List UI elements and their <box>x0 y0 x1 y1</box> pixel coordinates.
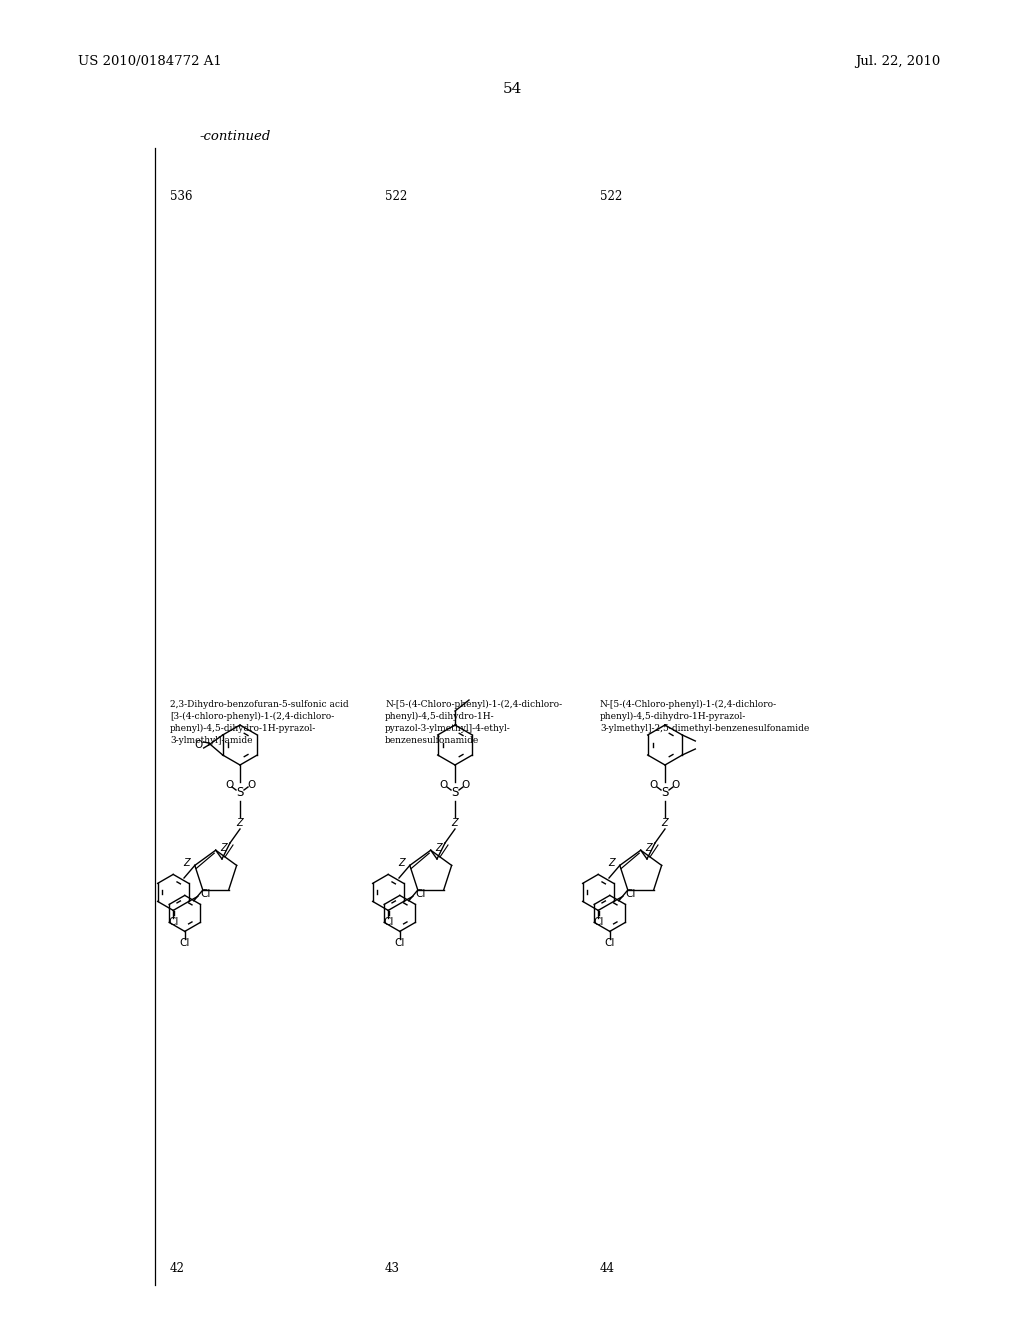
Text: 42: 42 <box>170 1262 185 1275</box>
Text: N-[5-(4-Chloro-phenyl)-1-(2,4-dichloro-: N-[5-(4-Chloro-phenyl)-1-(2,4-dichloro- <box>385 700 562 709</box>
Text: Z: Z <box>662 818 669 828</box>
Text: Z: Z <box>435 843 442 853</box>
Text: 3-ylmethyl]-2,5-dimethyl-benzenesulfonamide: 3-ylmethyl]-2,5-dimethyl-benzenesulfonam… <box>600 723 809 733</box>
Text: S: S <box>237 787 244 800</box>
Text: Cl: Cl <box>593 917 603 928</box>
Text: phenyl)-4,5-dihydro-1H-: phenyl)-4,5-dihydro-1H- <box>385 711 495 721</box>
Text: O: O <box>672 780 680 789</box>
Text: 522: 522 <box>385 190 408 203</box>
Text: Cl: Cl <box>626 890 636 899</box>
Text: Z: Z <box>237 818 244 828</box>
Text: 522: 522 <box>600 190 623 203</box>
Text: Z: Z <box>183 858 190 869</box>
Text: [3-(4-chloro-phenyl)-1-(2,4-dichloro-: [3-(4-chloro-phenyl)-1-(2,4-dichloro- <box>170 711 334 721</box>
Text: US 2010/0184772 A1: US 2010/0184772 A1 <box>78 55 222 69</box>
Text: Cl: Cl <box>394 939 404 948</box>
Text: O: O <box>195 741 203 750</box>
Text: phenyl)-4,5-dihydro-1H-pyrazol-: phenyl)-4,5-dihydro-1H-pyrazol- <box>170 723 316 733</box>
Text: 44: 44 <box>600 1262 615 1275</box>
Text: Z: Z <box>452 818 459 828</box>
Text: O: O <box>650 780 658 789</box>
Text: 43: 43 <box>385 1262 400 1275</box>
Text: 2,3-Dihydro-benzofuran-5-sulfonic acid: 2,3-Dihydro-benzofuran-5-sulfonic acid <box>170 700 348 709</box>
Text: O: O <box>225 780 233 789</box>
Text: O: O <box>247 780 255 789</box>
Text: Z: Z <box>398 858 406 869</box>
Text: Cl: Cl <box>201 890 211 899</box>
Text: Z: Z <box>220 843 227 853</box>
Text: benzenesulfonamide: benzenesulfonamide <box>385 737 479 744</box>
Text: S: S <box>662 787 669 800</box>
Text: phenyl)-4,5-dihydro-1H-pyrazol-: phenyl)-4,5-dihydro-1H-pyrazol- <box>600 711 746 721</box>
Text: Jul. 22, 2010: Jul. 22, 2010 <box>855 55 940 69</box>
Text: 3-ylmethyl]-amide: 3-ylmethyl]-amide <box>170 737 253 744</box>
Text: O: O <box>462 780 470 789</box>
Text: Cl: Cl <box>168 917 178 928</box>
Text: pyrazol-3-ylmethyl]-4-ethyl-: pyrazol-3-ylmethyl]-4-ethyl- <box>385 723 511 733</box>
Text: Cl: Cl <box>179 939 190 948</box>
Text: 536: 536 <box>170 190 193 203</box>
Text: N-[5-(4-Chloro-phenyl)-1-(2,4-dichloro-: N-[5-(4-Chloro-phenyl)-1-(2,4-dichloro- <box>600 700 777 709</box>
Text: Cl: Cl <box>604 939 615 948</box>
Text: Z: Z <box>608 858 615 869</box>
Text: Cl: Cl <box>416 890 426 899</box>
Text: Z: Z <box>645 843 652 853</box>
Text: -continued: -continued <box>200 129 271 143</box>
Text: O: O <box>440 780 449 789</box>
Text: 54: 54 <box>503 82 521 96</box>
Text: S: S <box>452 787 459 800</box>
Text: Cl: Cl <box>383 917 393 928</box>
